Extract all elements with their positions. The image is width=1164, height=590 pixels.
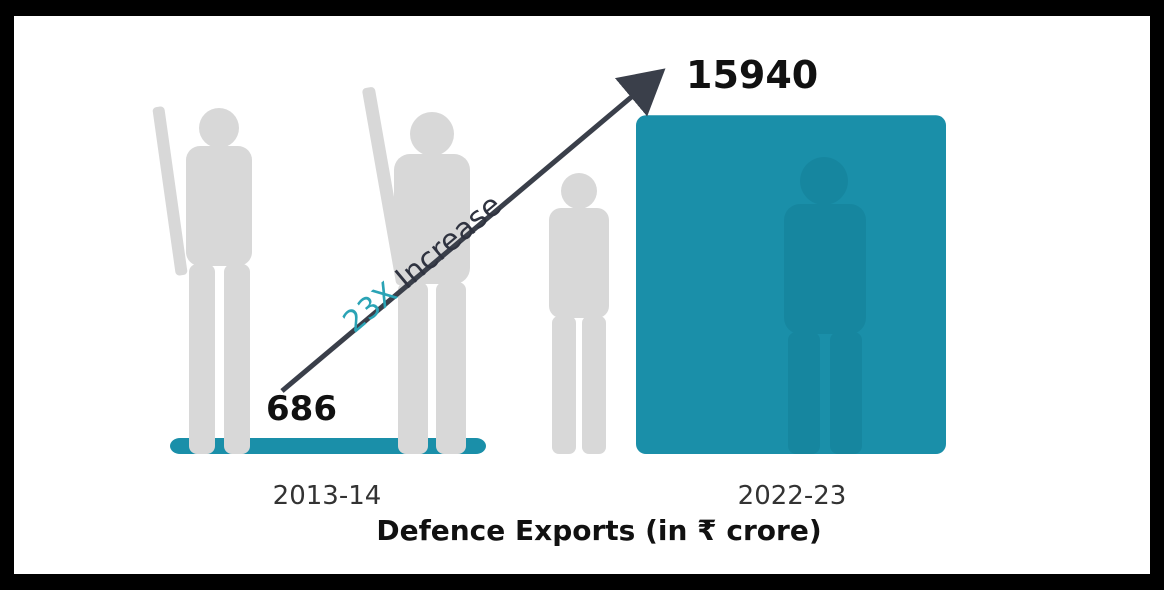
- bar-value-label-2013-14: 686: [266, 389, 337, 429]
- growth-arrow: [280, 68, 666, 393]
- soldier-silhouette-right: [549, 173, 609, 454]
- soldier-silhouette-in-bar: [784, 157, 866, 454]
- category-label-2013-14: 2013-14: [273, 481, 382, 511]
- defence-exports-chart: 686 15940 23X Increase 2013-14 2022-23 D…: [152, 53, 946, 547]
- soldier-silhouettes: [152, 87, 609, 454]
- bar-2022-23: [636, 115, 946, 455]
- soldier-silhouette-left: [152, 106, 252, 454]
- chart-panel: 686 15940 23X Increase 2013-14 2022-23 D…: [14, 16, 1150, 574]
- chart-title: Defence Exports (in ₹ crore): [376, 514, 821, 547]
- category-label-2022-23: 2022-23: [738, 481, 847, 511]
- bar-value-label-2022-23: 15940: [686, 53, 818, 97]
